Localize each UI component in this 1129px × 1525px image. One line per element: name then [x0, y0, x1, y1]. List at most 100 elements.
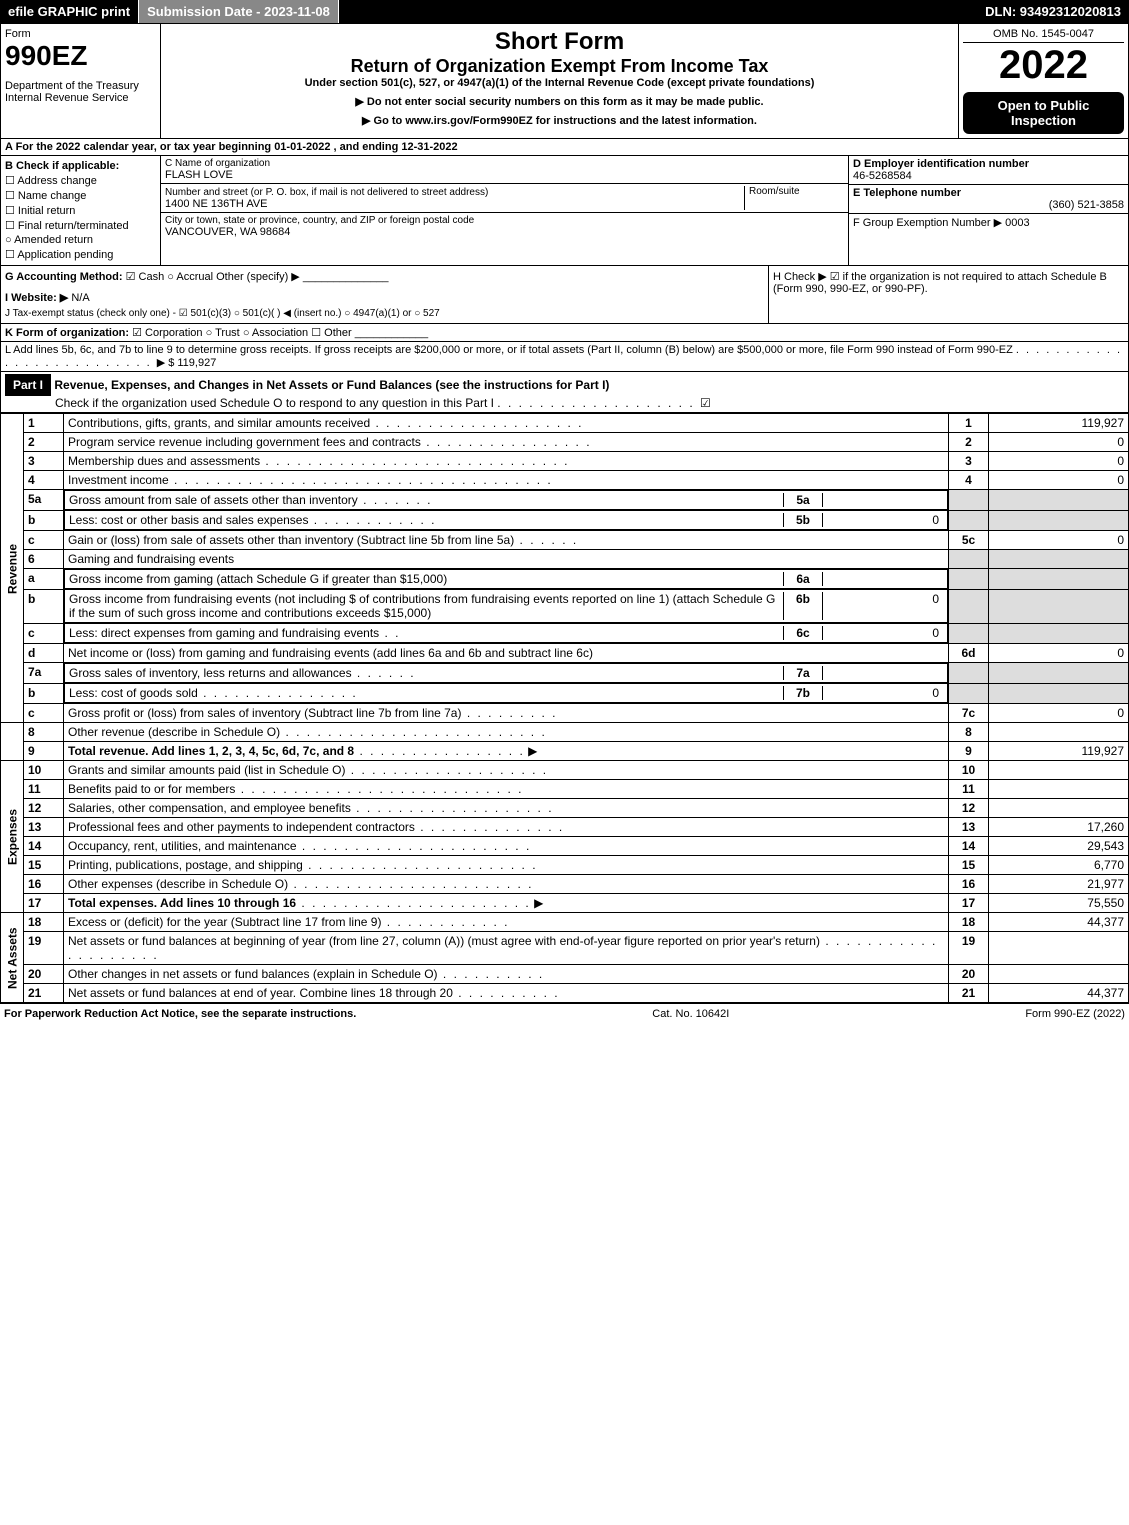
line-ref: 12: [949, 799, 989, 818]
row-5c: cGain or (loss) from sale of assets othe…: [1, 531, 1129, 550]
chk-trust[interactable]: Trust: [206, 327, 240, 339]
chk-initial-return[interactable]: Initial return: [5, 204, 156, 217]
line-ref: 13: [949, 818, 989, 837]
line-ref: [949, 510, 989, 531]
section-a-text: A For the 2022 calendar year, or tax yea…: [5, 141, 458, 153]
line-num: 3: [24, 452, 64, 471]
line-num: 5a: [24, 490, 64, 511]
line-amt: 44,377: [989, 984, 1129, 1003]
line-desc: Other revenue (describe in Schedule O) .…: [64, 723, 949, 742]
line-desc: Gross profit or (loss) from sales of inv…: [64, 704, 949, 723]
line-amt: 0: [989, 644, 1129, 663]
room-label: Room/suite: [744, 186, 844, 210]
section-gh: G Accounting Method: Cash Accrual Other …: [0, 266, 1129, 324]
line-desc: Other changes in net assets or fund bala…: [64, 965, 949, 984]
row-14: 14Occupancy, rent, utilities, and mainte…: [1, 837, 1129, 856]
j-tax-exempt: J Tax-exempt status (check only one) - ☑…: [5, 308, 764, 319]
expenses-label: Expenses: [1, 761, 24, 913]
phone-value: (360) 521-3858: [853, 199, 1124, 211]
line-desc: Net assets or fund balances at end of ye…: [64, 984, 949, 1003]
form-header: Form 990EZ Department of the Treasury In…: [0, 23, 1129, 139]
k-label: K Form of organization:: [5, 327, 129, 339]
section-bcd: B Check if applicable: Address change Na…: [0, 156, 1129, 266]
chk-corporation[interactable]: Corporation: [132, 327, 202, 339]
short-form-title: Short Form: [165, 28, 954, 56]
chk-association[interactable]: Association: [243, 327, 308, 339]
note-goto[interactable]: ▶ Go to www.irs.gov/Form990EZ for instru…: [165, 114, 954, 127]
line-desc: Investment income . . . . . . . . . . . …: [64, 471, 949, 490]
chk-other-org[interactable]: Other: [311, 327, 351, 339]
line-ref: [949, 569, 989, 590]
l-text: L Add lines 5b, 6c, and 7b to line 9 to …: [5, 344, 1013, 356]
tax-year: 2022: [963, 43, 1124, 88]
line-desc: Gross amount from sale of assets other t…: [64, 490, 948, 510]
section-l: L Add lines 5b, 6c, and 7b to line 9 to …: [0, 342, 1129, 372]
line-num: 9: [24, 742, 64, 761]
line-desc: Total revenue. Add lines 1, 2, 3, 4, 5c,…: [64, 742, 949, 761]
row-18: Net Assets18Excess or (deficit) for the …: [1, 913, 1129, 932]
line-amt: 17,260: [989, 818, 1129, 837]
line-desc: Net assets or fund balances at beginning…: [64, 932, 949, 965]
line-amt: [989, 932, 1129, 965]
line-desc: Total expenses. Add lines 10 through 16 …: [64, 894, 949, 913]
line-num: 15: [24, 856, 64, 875]
line-desc: Membership dues and assessments . . . . …: [64, 452, 949, 471]
line-amt: 0: [989, 531, 1129, 550]
sub-amt: [823, 666, 943, 680]
sub-ref: 6a: [783, 572, 823, 586]
website-value: N/A: [71, 292, 89, 304]
line-ref: 19: [949, 932, 989, 965]
line-num: 21: [24, 984, 64, 1003]
row-6a: aGross income from gaming (attach Schedu…: [1, 569, 1129, 590]
efile-label[interactable]: efile GRAPHIC print: [0, 0, 139, 23]
chk-accrual[interactable]: Accrual: [167, 271, 213, 283]
chk-application-pending[interactable]: Application pending: [5, 248, 156, 261]
open-to-public: Open to Public Inspection: [963, 92, 1124, 134]
revenue-label: Revenue: [1, 414, 24, 723]
note-ssn: ▶ Do not enter social security numbers o…: [165, 95, 954, 108]
line-num: 20: [24, 965, 64, 984]
phone-label: E Telephone number: [853, 187, 961, 199]
chk-address-change[interactable]: Address change: [5, 174, 156, 187]
row-6: 6Gaming and fundraising events: [1, 550, 1129, 569]
line-num: 18: [24, 913, 64, 932]
line-amt: [989, 683, 1129, 704]
form-word: Form: [5, 28, 156, 40]
row-20: 20Other changes in net assets or fund ba…: [1, 965, 1129, 984]
l-amount: ▶ $ 119,927: [157, 357, 217, 369]
b-label: B Check if applicable:: [5, 160, 156, 172]
footer-mid: Cat. No. 10642I: [652, 1008, 729, 1020]
line-amt: [989, 965, 1129, 984]
row-5a: 5aGross amount from sale of assets other…: [1, 490, 1129, 511]
line-ref: 17: [949, 894, 989, 913]
chk-amended-return[interactable]: Amended return: [5, 234, 156, 246]
line-num: 1: [24, 414, 64, 433]
line-amt: [989, 550, 1129, 569]
line-num: c: [24, 531, 64, 550]
part1-dots: . . . . . . . . . . . . . . . . . . .: [497, 396, 700, 410]
line-ref: 4: [949, 471, 989, 490]
line-num: 12: [24, 799, 64, 818]
city-label: City or town, state or province, country…: [165, 215, 844, 226]
line-amt: [989, 663, 1129, 684]
chk-cash[interactable]: Cash: [126, 271, 165, 283]
line-num: 7a: [24, 663, 64, 684]
row-17: 17Total expenses. Add lines 10 through 1…: [1, 894, 1129, 913]
line-amt: 44,377: [989, 913, 1129, 932]
line-desc: Benefits paid to or for members . . . . …: [64, 780, 949, 799]
row-11: 11Benefits paid to or for members . . . …: [1, 780, 1129, 799]
header-right: OMB No. 1545-0047 2022 Open to Public In…: [958, 24, 1128, 138]
part1-title: Revenue, Expenses, and Changes in Net As…: [54, 378, 609, 392]
row-6d: dNet income or (loss) from gaming and fu…: [1, 644, 1129, 663]
line-num: 2: [24, 433, 64, 452]
row-3: 3Membership dues and assessments . . . .…: [1, 452, 1129, 471]
line-ref: 18: [949, 913, 989, 932]
line-desc: Gain or (loss) from sale of assets other…: [64, 531, 949, 550]
group-label: F Group Exemption Number ▶: [853, 217, 1002, 229]
chk-name-change[interactable]: Name change: [5, 189, 156, 202]
chk-final-return[interactable]: Final return/terminated: [5, 219, 156, 232]
chk-schedule-o[interactable]: [700, 396, 711, 410]
line-ref: 3: [949, 452, 989, 471]
other-specify[interactable]: Other (specify) ▶: [216, 271, 300, 283]
line-ref: 5c: [949, 531, 989, 550]
